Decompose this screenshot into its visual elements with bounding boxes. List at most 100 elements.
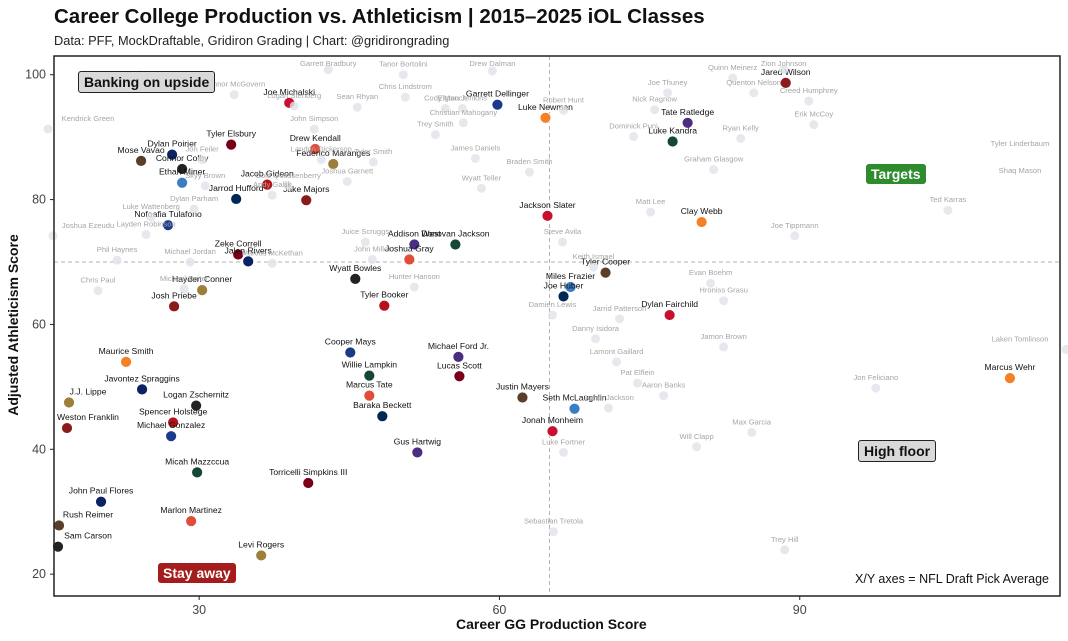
point-label: Mose Vavao	[118, 145, 165, 155]
point-label: Keith Ismael	[573, 252, 615, 261]
point-label: Michael Deiter	[160, 274, 209, 283]
team-logo-marker	[93, 286, 103, 296]
point-label: Levi Rogers	[238, 539, 284, 549]
team-logo-marker	[409, 282, 419, 292]
point-label: Phil Haynes	[97, 245, 138, 254]
data-point: Nofoafia Tulafono	[134, 209, 202, 232]
team-logo-marker	[780, 545, 790, 555]
data-point: Steve Avila	[544, 227, 582, 247]
data-point: Mose Vavao	[118, 145, 165, 167]
data-point: Connor McGovern	[203, 80, 265, 100]
team-logo-marker	[225, 138, 238, 151]
point-label: Tyler Elsbury	[206, 129, 256, 139]
point-label: Trey Hill	[771, 535, 799, 544]
data-point: Juice Scruggs	[341, 227, 389, 247]
team-logo-marker	[564, 281, 577, 293]
team-logo-marker	[300, 194, 313, 207]
point-label: Elgton Jenkins	[438, 93, 488, 102]
data-point: Pat Elflein	[620, 368, 655, 388]
team-logo-marker	[368, 157, 378, 167]
data-point: Elgton Jenkins	[438, 93, 488, 113]
team-logo-marker	[349, 272, 362, 285]
point-label: Trey Smith	[417, 120, 453, 129]
point-label: Danny Isidora	[572, 324, 620, 333]
team-logo-marker	[449, 238, 462, 251]
data-point: Connor Colby	[156, 153, 209, 175]
point-label: Dylan Fairchild	[641, 299, 698, 309]
team-logo-marker	[458, 118, 468, 128]
data-point: Layden Robinson	[117, 220, 176, 240]
data-point: Tyler Elsbury	[206, 129, 257, 151]
data-point: Zion Johnson	[761, 59, 807, 75]
point-label: Wyatt Teller	[462, 173, 502, 182]
team-logo-marker	[809, 120, 819, 130]
point-label: Tyler Booker	[360, 290, 408, 300]
point-label: Tate Ratledge	[661, 107, 714, 117]
team-logo-marker	[547, 310, 557, 320]
team-logo-marker	[112, 255, 122, 265]
point-label: Garrett Dellinger	[466, 89, 529, 99]
team-logo-marker	[524, 167, 534, 177]
data-point: Cole Quessenberry	[256, 171, 321, 191]
data-point: Marcus Wehr	[984, 362, 1036, 385]
point-label: Layden Robinson	[117, 220, 176, 229]
data-point: Spencer Holstege	[139, 406, 208, 429]
data-point: Luke Wattenberg	[122, 202, 180, 222]
data-point: Logan Stenberg	[267, 91, 321, 111]
point-label: Spencer Holstege	[139, 406, 208, 416]
data-point: Robert Hunt	[543, 95, 585, 115]
team-logo-marker	[557, 290, 570, 303]
team-logo-marker	[403, 253, 416, 266]
team-logo-marker	[398, 70, 408, 80]
point-label: Matt Lee	[636, 197, 666, 206]
point-label: Miles Frazier	[546, 271, 595, 281]
team-logo-marker	[242, 255, 255, 268]
team-logo-marker	[663, 88, 673, 98]
team-logo-marker	[612, 357, 622, 367]
data-point: Chris Paul	[81, 276, 116, 296]
team-logo-marker	[360, 237, 370, 247]
point-label: Drew Kendall	[290, 133, 341, 143]
data-point: Jonah Monheim	[522, 415, 583, 438]
team-logo-marker	[599, 266, 612, 279]
point-label: Kendrick Green	[62, 114, 115, 123]
point-label: Joshua Garnett	[321, 166, 374, 175]
point-label: Skyy Brown	[185, 171, 225, 180]
data-point: Levi Rogers	[238, 539, 284, 562]
team-logo-marker	[650, 105, 660, 115]
data-point: Will Clapp	[680, 432, 714, 452]
data-point: Joe Huber	[544, 280, 583, 303]
team-logo-marker	[146, 212, 156, 222]
team-logo-marker	[162, 219, 175, 232]
point-label: Joshua Ezeudu	[62, 221, 114, 230]
data-point: Weston Franklin	[57, 412, 119, 434]
team-logo-marker	[559, 105, 569, 115]
data-point: Torricelli Simpkins III	[269, 467, 347, 489]
team-logo-marker	[232, 248, 245, 261]
data-point: Sean Rhyan	[336, 92, 378, 112]
team-logo-marker	[591, 334, 601, 344]
point-label: Clay Webb	[681, 206, 723, 216]
point-label: Dominick Puni	[609, 122, 658, 131]
team-logo-marker	[168, 300, 181, 313]
team-logo-marker	[706, 278, 716, 288]
team-logo-marker	[646, 207, 656, 217]
team-logo-marker	[589, 262, 599, 272]
team-logo-marker	[43, 124, 53, 134]
point-label: John Paul Flores	[69, 486, 134, 496]
team-logo-marker	[229, 90, 239, 100]
team-logo-marker	[457, 103, 467, 113]
point-label: Ethan Miner	[159, 167, 205, 177]
quadrant-label-top-left: Banking on upside	[78, 71, 216, 93]
data-point: Joshua Ezeudu	[48, 221, 114, 241]
point-label: Sean Rhyan	[336, 92, 378, 101]
team-logo-marker	[559, 447, 569, 457]
team-logo-marker	[430, 130, 440, 140]
team-logo-marker	[327, 158, 340, 170]
data-point: Keith Ismael	[573, 252, 615, 272]
point-label: Zion Johnson	[761, 59, 807, 68]
x-tick-label: 60	[492, 603, 506, 617]
team-logo-marker	[709, 165, 719, 175]
data-point: Sebastian Tretola	[524, 517, 584, 537]
team-logo-marker	[736, 133, 746, 143]
